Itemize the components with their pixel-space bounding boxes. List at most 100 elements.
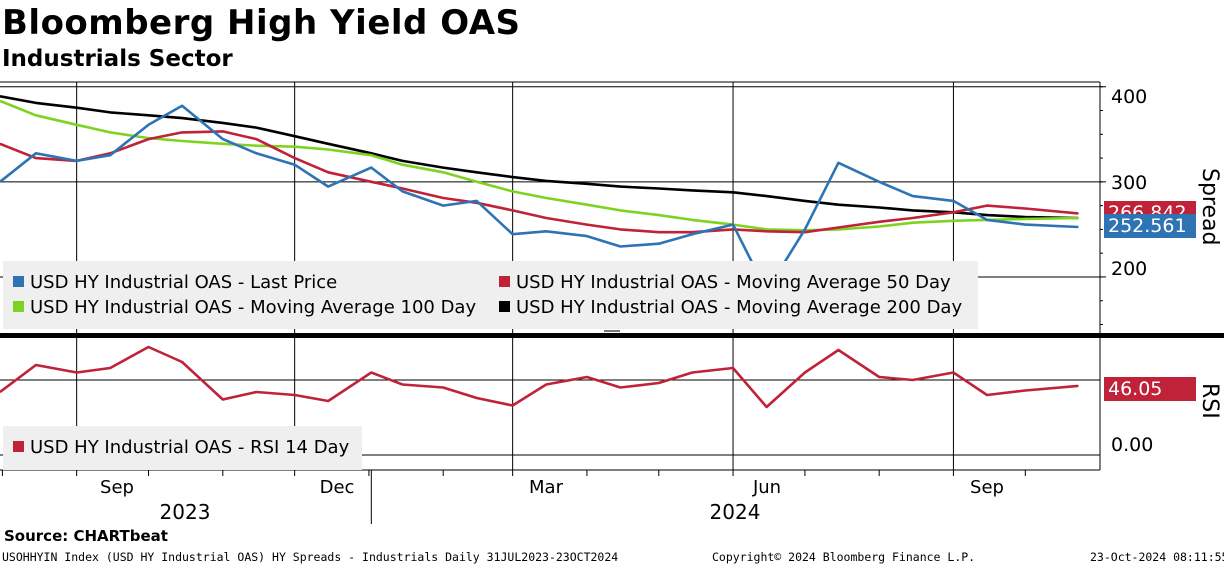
data-point: [181, 104, 183, 107]
data-point: [293, 135, 296, 138]
rsi-series-group: [0, 345, 1079, 409]
data-point: [586, 182, 588, 185]
data-point: [952, 371, 955, 374]
data-point: [1024, 218, 1027, 220]
rsi-axis-title: RSI: [1197, 383, 1222, 419]
legend-item-ma50[interactable]: USD HY Industrial OAS - Moving Average 5…: [499, 271, 951, 295]
data-point: [511, 233, 514, 235]
data-point: [75, 371, 78, 374]
data-point: [401, 187, 404, 190]
data-point: [986, 219, 988, 221]
data-point: [109, 131, 111, 134]
legend-label: USD HY Industrial OAS - Moving Average 5…: [516, 272, 951, 293]
data-point: [401, 190, 404, 193]
data-point: [837, 203, 840, 206]
price-legend: USD HY Industrial OAS - Last Price USD H…: [3, 261, 978, 329]
xlabel-sep-2023: Sep: [100, 477, 134, 498]
panel-separator: [0, 333, 1224, 338]
legend-swatch-ma200: [499, 301, 510, 312]
data-point: [1024, 207, 1027, 210]
data-point: [952, 200, 955, 202]
data-point: [511, 176, 514, 178]
legend-item-ma100[interactable]: USD HY Industrial OAS - Moving Average 1…: [13, 296, 476, 320]
data-point: [952, 211, 955, 214]
data-point: [293, 394, 296, 396]
data-point: [475, 171, 478, 174]
data-point: [1024, 223, 1027, 226]
data-point: [545, 230, 547, 233]
data-point: [221, 398, 224, 401]
data-point: [401, 383, 404, 386]
data-point: [109, 367, 111, 369]
data-point: [657, 242, 660, 245]
data-point: [878, 376, 880, 378]
data-point: [293, 145, 296, 148]
data-point: [1024, 389, 1027, 392]
data-point: [545, 217, 547, 219]
data-point: [255, 391, 258, 393]
data-point: [837, 162, 840, 164]
data-point: [147, 138, 150, 140]
data-point: [657, 231, 660, 234]
data-point: [691, 219, 694, 221]
data-point: [878, 225, 880, 228]
data-point: [511, 190, 514, 193]
data-point: [370, 181, 373, 183]
legend-swatch-rsi: [13, 441, 24, 452]
data-point: [0, 181, 1, 183]
data-point: [327, 400, 329, 402]
data-point: [181, 361, 183, 363]
data-point: [0, 100, 1, 102]
data-point: [878, 206, 880, 209]
data-point: [545, 197, 547, 199]
data-point: [765, 230, 768, 233]
data-point: [293, 157, 296, 159]
data-point: [765, 406, 768, 408]
data-point: [370, 371, 373, 374]
data-point: [691, 233, 694, 235]
legend-label: USD HY Industrial OAS - Last Price: [30, 272, 338, 293]
price-series-group: [0, 95, 1079, 293]
data-point: [35, 102, 37, 104]
data-point: [952, 220, 955, 222]
source-note: Source: CHARTbeat: [4, 527, 168, 545]
data-point: [545, 180, 547, 182]
xlabel-jun-2024: Jun: [752, 477, 782, 498]
data-point: [109, 154, 111, 157]
data-point: [35, 157, 37, 159]
data-point: [221, 130, 224, 133]
ytick-400: 400: [1111, 86, 1148, 108]
data-point: [181, 117, 183, 119]
data-point: [293, 163, 296, 166]
data-point: [878, 220, 880, 223]
footer-copyright: Copyright© 2024 Bloomberg Finance L.P.: [712, 550, 976, 564]
data-point: [586, 235, 588, 237]
data-point: [442, 386, 444, 389]
data-point: [327, 148, 329, 151]
data-point: [442, 204, 444, 207]
data-point: [442, 197, 444, 199]
last-price-tag: 252.561: [1104, 214, 1196, 238]
data-point: [401, 160, 404, 162]
data-point: [804, 228, 806, 231]
data-point: [327, 171, 329, 174]
data-point: [0, 95, 1, 98]
data-point: [765, 228, 768, 231]
data-point: [1077, 385, 1079, 387]
legend-item-last-price[interactable]: USD HY Industrial OAS - Last Price: [13, 271, 337, 295]
data-point: [475, 200, 478, 202]
data-point: [181, 131, 183, 134]
data-point: [657, 214, 660, 216]
legend-item-ma200[interactable]: USD HY Industrial OAS - Moving Average 2…: [499, 296, 962, 320]
data-point: [1077, 212, 1079, 215]
legend-label: USD HY Industrial OAS - Moving Average 1…: [30, 297, 477, 318]
data-point: [109, 111, 111, 114]
rsi-legend: USD HY Industrial OAS - RSI 14 Day: [3, 426, 362, 470]
data-point: [442, 166, 444, 169]
data-point: [545, 383, 547, 386]
legend-item-rsi[interactable]: USD HY Industrial OAS - RSI 14 Day: [13, 436, 349, 460]
data-point: [255, 152, 258, 155]
data-point: [878, 181, 880, 183]
data-point: [586, 203, 588, 206]
ytick-rsi-0: 0.00: [1111, 434, 1154, 456]
